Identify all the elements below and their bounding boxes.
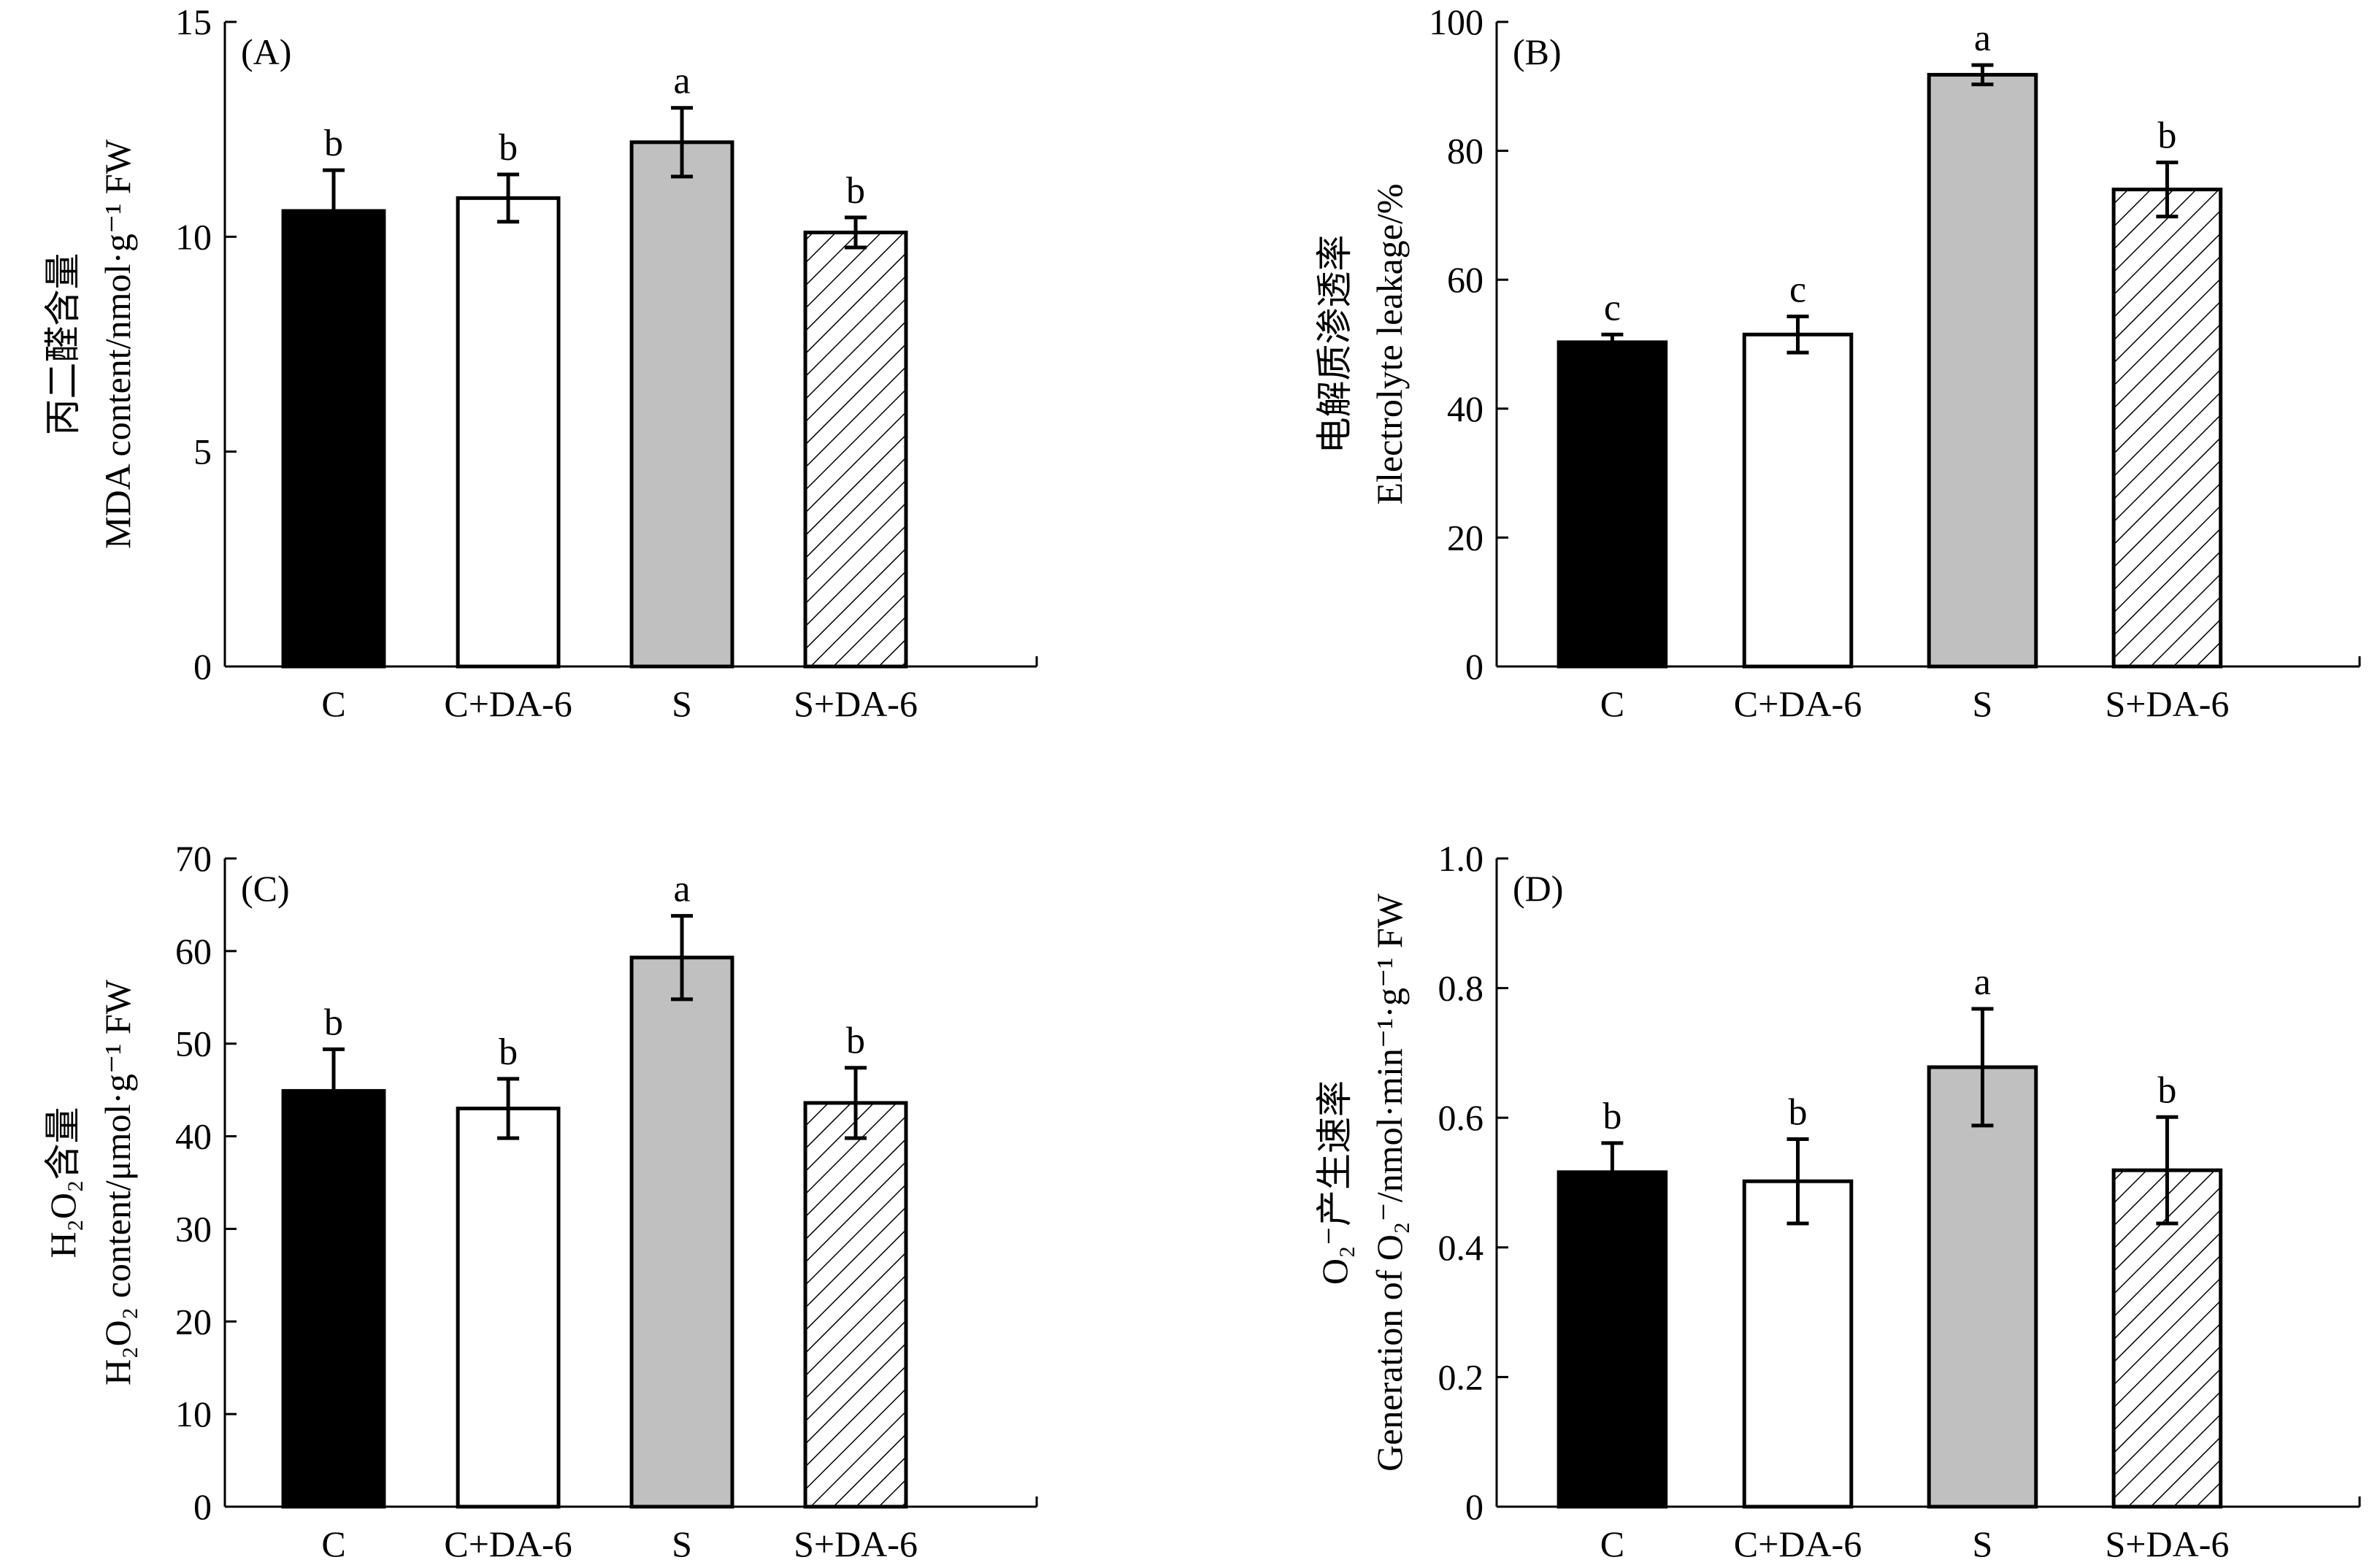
significance-label: a (1974, 961, 1991, 1003)
category-label: C (1600, 683, 1624, 724)
bar-s (1927, 1065, 2038, 1509)
y-tick-label: 0 (193, 646, 212, 687)
bar-c-da6 (1742, 332, 1854, 669)
y-tick-label: 1.0 (1438, 838, 1484, 879)
category-label: C+DA-6 (444, 683, 572, 724)
significance-label: a (1974, 18, 1991, 59)
category-label: S+DA-6 (2105, 683, 2229, 724)
category-label: C+DA-6 (444, 1523, 572, 1564)
significance-label: c (1789, 269, 1806, 311)
y-tick-label: 60 (175, 931, 212, 972)
y-tick-label: 30 (175, 1208, 212, 1249)
significance-label: b (324, 1002, 343, 1043)
bar-s-da6 (2111, 1168, 2223, 1509)
y-tick-label: 10 (175, 1394, 212, 1434)
y-tick-label: 40 (1447, 388, 1484, 429)
panel-label: (A) (241, 31, 291, 72)
y-tick-label: 60 (1447, 259, 1484, 300)
category-label: S+DA-6 (794, 683, 918, 724)
y-tick-label: 0 (1465, 646, 1484, 687)
panel-label: (B) (1513, 31, 1562, 72)
category-label: C (321, 1523, 345, 1564)
category-label: S (1973, 1523, 1993, 1564)
y-tick-label: 10 (175, 216, 212, 257)
bar-c (1557, 340, 1668, 669)
chart-panel-b: 0 20 40 60 80 100 (B) c Cc C+DA-6 a Sb S+DA-6 Electro… (1314, 1, 2361, 724)
y-tick-label: 15 (175, 1, 212, 42)
bar-s-da6 (803, 1101, 908, 1509)
y-tick-label: 50 (175, 1023, 212, 1064)
bar-c (281, 209, 386, 669)
category-label: S+DA-6 (2105, 1523, 2229, 1564)
bar-c (1557, 1170, 1668, 1509)
bar-s-da6 (2111, 188, 2223, 669)
category-label: S (1973, 683, 1993, 724)
category-label: S+DA-6 (794, 1523, 918, 1564)
bar-s-da6 (803, 230, 908, 669)
category-label: C+DA-6 (1734, 1523, 1862, 1564)
y-tick-label: 5 (193, 431, 212, 472)
bar-c-da6 (456, 196, 561, 669)
y-tick-label: 100 (1429, 1, 1484, 42)
bar-c (281, 1088, 386, 1509)
significance-label: c (1604, 287, 1621, 328)
significance-label: b (2157, 115, 2176, 156)
panel-label: (D) (1513, 868, 1563, 909)
y-axis-title-en: H₂O₂ content/μmol·g⁻¹ FW (97, 979, 138, 1386)
chart-panel-c: 0 10 20 30 40 50 60 70 (C) b Cb C+DA-6 a Sb S+DA-6 H₂O₂… (42, 838, 1038, 1564)
y-tick-label: 0.2 (1438, 1356, 1484, 1397)
y-axis-title-en: MDA content/nmol·g⁻¹ FW (97, 139, 138, 549)
bar-s (629, 956, 734, 1509)
bar-c-da6 (1742, 1179, 1854, 1509)
chart-panel-d: 0 0.2 0.4 0.6 0.8 1.0 (D) b Cb C+DA-6 a Sb S+DA-6 Gen… (1314, 838, 2361, 1564)
significance-label: b (1603, 1096, 1621, 1137)
y-tick-label: 0.8 (1438, 968, 1484, 1009)
significance-label: a (674, 61, 691, 102)
significance-label: b (846, 1021, 865, 1062)
y-tick-label: 40 (175, 1116, 212, 1157)
chart-panel-a: 0 5 10 15 (A) b Cb C+DA-6 a Sb S+DA-6 MDA content/n… (42, 1, 1038, 724)
panel-label: (C) (241, 868, 290, 909)
y-tick-label: 20 (1447, 517, 1484, 558)
y-axis-title-cn: O₂⁻产生速率 (1314, 1080, 1355, 1285)
y-tick-label: 70 (175, 838, 212, 879)
significance-label: b (499, 1031, 518, 1073)
significance-label: b (1789, 1092, 1808, 1134)
y-tick-label: 0.4 (1438, 1227, 1484, 1268)
category-label: C+DA-6 (1734, 683, 1862, 724)
category-label: S (672, 683, 692, 724)
bar-s (629, 140, 734, 669)
y-tick-label: 20 (175, 1301, 212, 1342)
significance-label: b (846, 170, 865, 212)
significance-label: b (2157, 1069, 2176, 1111)
y-tick-label: 0 (1465, 1486, 1484, 1527)
significance-label: b (499, 127, 518, 169)
significance-label: a (674, 869, 691, 910)
category-label: S (672, 1523, 692, 1564)
category-label: C (321, 683, 345, 724)
bar-c-da6 (456, 1107, 561, 1509)
y-axis-title-cn: H₂O₂含量 (42, 1107, 83, 1258)
y-tick-label: 80 (1447, 131, 1484, 172)
y-axis-title-en: Generation of O₂⁻/nmol·min⁻¹·g⁻¹ FW (1369, 893, 1410, 1472)
y-tick-label: 0.6 (1438, 1097, 1484, 1138)
y-axis-title-cn: 电解质渗透率 (1314, 235, 1355, 454)
y-axis-title-en: Electrolyte leakage/% (1369, 183, 1410, 504)
category-label: C (1600, 1523, 1624, 1564)
y-axis-title-cn: 丙二醛含量 (42, 253, 83, 436)
significance-label: b (324, 123, 343, 164)
y-tick-label: 0 (193, 1486, 212, 1527)
bar-s (1927, 72, 2038, 669)
